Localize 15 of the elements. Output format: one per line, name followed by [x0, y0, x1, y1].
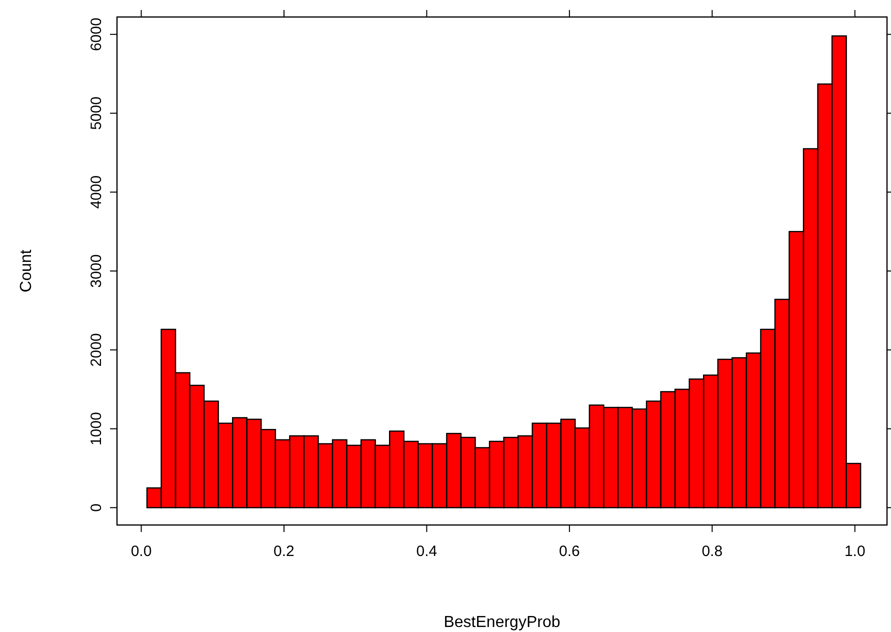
y-axis-title: Count: [18, 249, 35, 292]
y-tick-label: 3000: [88, 254, 105, 288]
y-tick-label: 1000: [88, 412, 105, 446]
y-tick-label: 2000: [88, 333, 105, 367]
x-tick-label: 0.6: [559, 543, 580, 560]
x-tick-label: 0.2: [274, 543, 294, 560]
x-tick-label: 0.8: [702, 543, 723, 560]
y-tick-label: 6000: [88, 18, 105, 52]
y-tick-label: 5000: [88, 96, 105, 130]
x-tick-label: 0.4: [416, 543, 438, 560]
y-tick-label: 0: [88, 503, 105, 512]
x-axis-title: BestEnergyProb: [444, 614, 560, 631]
x-tick-label: 1.0: [844, 543, 866, 560]
x-tick-label: 0.0: [130, 543, 152, 560]
y-tick-label: 4000: [88, 175, 105, 209]
